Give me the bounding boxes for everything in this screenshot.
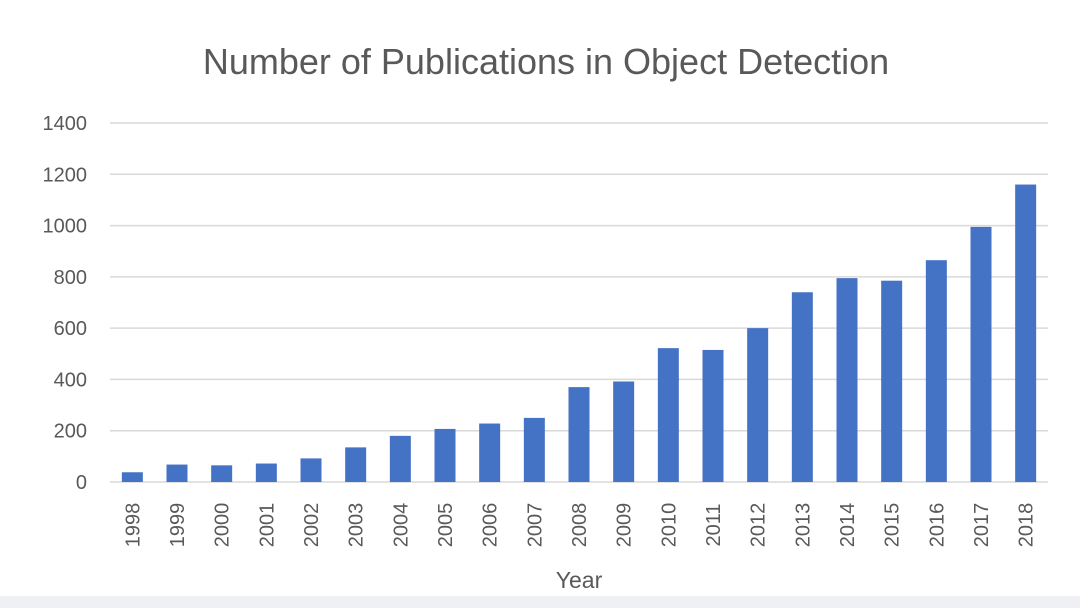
bar-2006 <box>479 423 501 482</box>
x-tick-label: 2005 <box>435 503 457 548</box>
bars <box>121 184 1037 483</box>
x-axis-title: Year <box>556 567 603 593</box>
x-tick-label: 2016 <box>926 503 948 548</box>
x-tick-label: 2004 <box>390 503 412 548</box>
x-tick-label: 2003 <box>346 503 368 548</box>
x-tick-label: 2015 <box>882 503 904 548</box>
x-tick-label: 1998 <box>122 503 144 548</box>
y-tick-label: 0 <box>76 472 87 494</box>
x-tick-label: 2013 <box>792 503 814 548</box>
chart-title: Number of Publications in Object Detecti… <box>203 41 889 82</box>
x-tick-label: 2011 <box>703 503 725 546</box>
bar-2008 <box>568 387 590 482</box>
bar-2017 <box>970 226 992 482</box>
bar-2007 <box>523 417 545 482</box>
x-tick-label: 2008 <box>569 503 591 548</box>
bar-2010 <box>657 348 679 482</box>
x-tick-label: 1999 <box>167 503 189 548</box>
y-tick-label: 600 <box>54 318 87 340</box>
bar-2009 <box>613 381 635 482</box>
bar-2005 <box>434 428 456 482</box>
y-tick-label: 400 <box>54 369 87 391</box>
x-tick-label: 2007 <box>524 503 546 548</box>
bar-1999 <box>166 464 188 482</box>
bar-2012 <box>747 328 769 482</box>
x-tick-label: 2010 <box>658 503 680 548</box>
bottom-strip <box>0 596 1080 608</box>
bar-2004 <box>389 435 411 482</box>
x-tick-label: 2018 <box>1016 503 1038 548</box>
x-axis-ticks: 1998 1999 2000 2001 2002 2003 2004 2005 2006 2007… <box>122 503 1037 548</box>
bar-2015 <box>881 280 903 482</box>
bar-2001 <box>255 463 277 482</box>
bar-1998 <box>121 472 143 482</box>
x-tick-label: 2014 <box>837 503 859 548</box>
bar-2013 <box>791 292 813 482</box>
x-tick-label: 2001 <box>256 503 278 548</box>
y-tick-label: 200 <box>54 421 87 443</box>
bar-2018 <box>1015 184 1037 483</box>
x-tick-label: 2002 <box>301 503 323 548</box>
bar-2014 <box>836 278 858 482</box>
bar-2011 <box>702 349 724 482</box>
bar-2000 <box>211 465 233 482</box>
bar-2002 <box>300 458 322 482</box>
x-tick-label: 2009 <box>614 503 636 548</box>
x-tick-label: 2017 <box>971 503 993 548</box>
bar-2003 <box>345 447 367 482</box>
y-tick-label: 1200 <box>43 164 88 186</box>
x-tick-label: 2006 <box>480 503 502 548</box>
y-tick-label: 1000 <box>43 216 88 238</box>
y-axis-ticks: 0 200 400 600 800 1000 1200 1400 <box>43 113 88 494</box>
x-tick-label: 2000 <box>212 503 234 548</box>
y-tick-label: 800 <box>54 267 87 289</box>
bar-2016 <box>925 260 947 482</box>
x-tick-label: 2012 <box>748 503 770 548</box>
y-tick-label: 1400 <box>43 113 88 135</box>
